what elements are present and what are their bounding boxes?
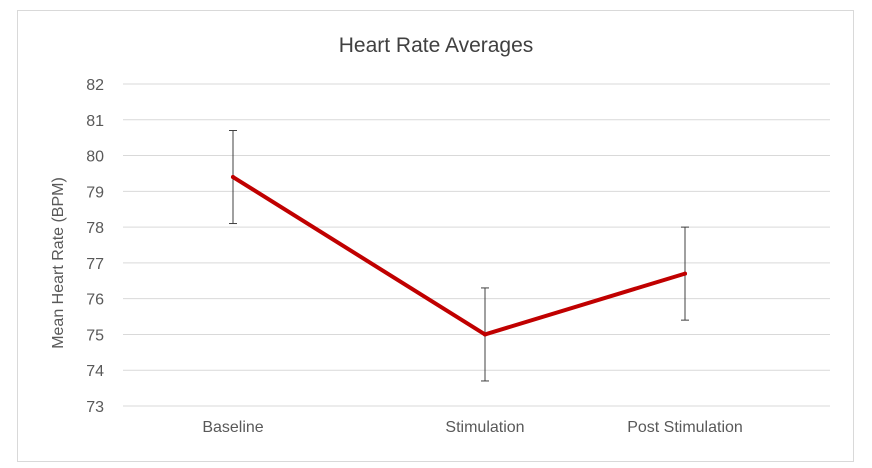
gridlines [123,83,830,407]
y-tick-label: 78 [86,220,104,237]
y-axis-title: Mean Heart Rate (BPM) [50,177,67,349]
x-axis-ticks: Baseline Stimulation Post Stimulation [202,419,742,436]
x-tick-label: Post Stimulation [627,419,743,436]
y-tick-label: 77 [86,256,104,273]
chart-title: Heart Rate Averages [339,34,534,57]
y-tick-label: 81 [86,113,104,130]
y-tick-label: 76 [86,292,104,309]
y-axis-ticks: 73 74 75 76 77 78 79 80 81 82 [86,77,104,416]
y-tick-label: 82 [86,77,104,94]
y-tick-label: 80 [86,149,104,166]
x-tick-label: Baseline [202,419,263,436]
data-point [231,175,235,180]
chart-frame [17,10,854,462]
data-point [483,332,487,337]
data-point [683,271,687,276]
series-line [231,175,687,337]
y-tick-label: 75 [86,327,104,344]
y-tick-label: 79 [86,184,104,201]
y-tick-label: 73 [86,399,104,416]
error-bars [229,130,689,382]
series-lines [231,175,687,337]
y-tick-label: 74 [86,363,104,380]
x-tick-label: Stimulation [445,419,524,436]
